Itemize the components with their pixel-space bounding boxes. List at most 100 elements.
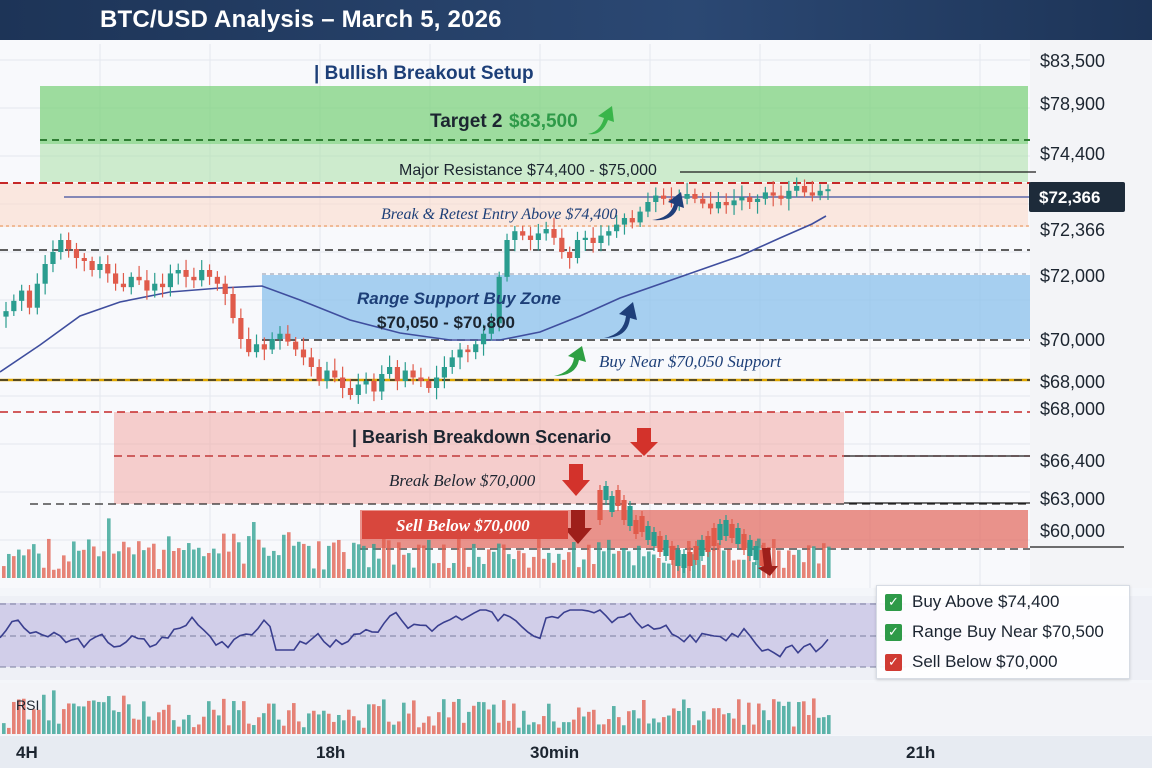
bottom-volume-bar [27, 719, 31, 734]
volume-bar [82, 549, 86, 578]
price-axis-label: $74,400 [1040, 144, 1105, 164]
bottom-volume-bar [502, 700, 506, 734]
candle-body [246, 339, 252, 353]
candle-body [651, 532, 657, 546]
volume-bar [352, 542, 356, 578]
bottom-volume-bar [602, 724, 606, 734]
candle-body [786, 190, 792, 199]
candle-body [609, 496, 615, 512]
volume-bar [147, 547, 151, 578]
volume-bar [422, 545, 426, 578]
volume-bar [712, 549, 716, 578]
candle-body [629, 218, 635, 223]
bottom-volume-bar [52, 690, 56, 734]
bottom-volume-bar [272, 703, 276, 734]
checkmark-icon: ✓ [885, 623, 902, 641]
bottom-volume-bar [782, 705, 786, 734]
candle-body [465, 349, 471, 353]
volume-bar [732, 560, 736, 578]
moving-average-line [0, 215, 827, 373]
candle-body [707, 203, 714, 209]
volume-bar [507, 554, 511, 578]
candle-body [120, 283, 127, 288]
volume-bar [157, 569, 161, 578]
volume-bar [357, 544, 361, 578]
candle-body [551, 229, 557, 238]
bearish-down-arrow-icon [630, 428, 658, 456]
candle-body [715, 202, 721, 209]
candle-body [371, 381, 377, 392]
bottom-volume-bar [162, 709, 166, 734]
candle-body [663, 540, 669, 556]
bottom-volume-bar [232, 701, 236, 734]
candle-body [496, 276, 502, 324]
range-support-label-line1: Range Support Buy Zone [357, 289, 561, 308]
volume-bar [237, 542, 241, 578]
bottom-volume-bar [642, 699, 646, 734]
bottom-volume-bar [762, 710, 766, 734]
bottom-volume-bar [302, 727, 306, 734]
bottom-volume-bar [67, 703, 71, 734]
candle-body [89, 261, 95, 270]
bottom-volume-bar [237, 710, 241, 734]
candle-body [590, 237, 596, 243]
volume-bar [252, 522, 256, 578]
bottom-volume-bar [467, 711, 471, 734]
candle-body [159, 283, 166, 288]
volume-bar [222, 533, 226, 578]
candle-body [238, 318, 244, 339]
range-support-label-line2: $70,050 - $70,800 [377, 313, 515, 332]
candle-body [582, 237, 588, 240]
bottom-volume-bar [457, 699, 461, 734]
volume-bar [822, 543, 826, 578]
candle-body [681, 554, 687, 568]
candle-body [637, 211, 643, 223]
volume-bar [247, 536, 251, 578]
volume-bar [827, 546, 831, 578]
bottom-volume-bar [447, 717, 451, 734]
target2-value: $83,500 [509, 111, 578, 132]
candle-body [191, 276, 197, 281]
checklist-item: ✓ Sell Below $70,000 [885, 649, 1058, 675]
bottom-volume-bar [247, 723, 251, 734]
bottom-volume-bar [412, 700, 416, 734]
bottom-volume-bar [577, 707, 581, 734]
volume-bar [667, 563, 671, 578]
candle-body [693, 546, 699, 560]
bottom-volume-bar [752, 724, 756, 734]
volume-bar [327, 545, 331, 578]
volume-bar [587, 544, 591, 578]
candle-body [11, 300, 17, 312]
candle-body [520, 231, 526, 236]
target2-label: Target 2 [430, 111, 503, 132]
bottom-volume-bar [57, 723, 61, 734]
volume-bar [377, 558, 381, 578]
volume-bar [192, 549, 196, 578]
candle-body [739, 197, 745, 201]
bottom-volume-bar [627, 711, 631, 734]
range-support-buy-zone [262, 275, 1030, 339]
candle-body [794, 186, 800, 191]
bottom-volume-bar [482, 702, 486, 734]
candle-body [535, 233, 541, 240]
bullish-target-zone [40, 86, 1028, 144]
bottom-volume-bar [382, 699, 386, 734]
bottom-volume-bar [252, 725, 256, 734]
trade-checklist: ✓ Buy Above $74,400 ✓ Range Buy Near $70,50… [876, 585, 1130, 679]
bottom-volume-bar [242, 701, 246, 734]
candle-body [230, 294, 236, 318]
volume-bar [97, 556, 101, 578]
rsi-band [0, 603, 1030, 667]
bottom-volume-bar [172, 720, 176, 734]
volume-bar [287, 532, 291, 578]
volume-bar [522, 553, 526, 578]
bottom-volume-bar [822, 717, 826, 734]
bottom-volume-bar [297, 721, 301, 734]
bottom-volume-bar [562, 722, 566, 734]
volume-bar [12, 556, 16, 578]
price-axis-label: $83,500 [1040, 51, 1105, 71]
candle-body [347, 388, 354, 395]
bottom-volume-bar [132, 718, 136, 734]
header-bar: BTC/USD Analysis – March 5, 2026 [0, 0, 1152, 40]
bottom-volume-bar [142, 701, 146, 734]
